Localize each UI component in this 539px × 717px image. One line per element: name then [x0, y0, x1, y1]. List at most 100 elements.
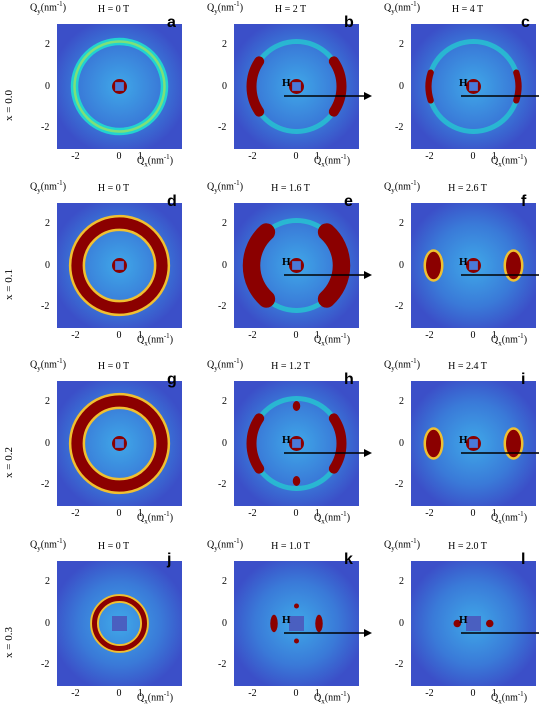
scattering-pattern [57, 561, 182, 686]
right-arc [328, 413, 347, 474]
qx-axis-label: Qx(nm-1) [491, 690, 528, 706]
panel-letter: d [167, 193, 177, 210]
scattering-pattern [57, 381, 182, 506]
y-tick-label: 0 [222, 80, 227, 92]
y-tick-label: 0 [45, 259, 50, 271]
x-tick-label: 1 [491, 151, 497, 162]
y-tick-label: 0 [45, 437, 50, 449]
qy-axis-label: Qy(nm-1) [384, 357, 421, 373]
qy-axis-label: Qy(nm-1) [30, 179, 67, 195]
qy-axis-label: Qy(nm-1) [207, 0, 244, 16]
right-arc [328, 56, 347, 117]
left-arc [246, 413, 265, 474]
row-label: x = 0.3 [3, 627, 15, 658]
bottom-spot [292, 476, 301, 486]
y-tick-label: -2 [41, 300, 50, 312]
qx-axis-label: Qx(nm-1) [491, 332, 528, 348]
x-tick-label: 1 [491, 688, 497, 699]
field-label: H = 1.0 T [271, 541, 310, 552]
bottom-spot [294, 638, 299, 644]
y-tick-label: 0 [399, 259, 404, 271]
x-tick-label: 0 [116, 508, 122, 519]
x-tick-label: 1 [137, 688, 143, 699]
field-direction-arrow [284, 448, 372, 457]
panel-letter: h [344, 371, 354, 388]
x-tick-label: 1 [137, 508, 143, 519]
x-tick-label: 0 [470, 688, 476, 699]
beam-stop [292, 82, 301, 91]
scattering-panel-f [411, 203, 536, 328]
qy-axis-label: Qy(nm-1) [30, 537, 67, 553]
left-spot [426, 251, 441, 280]
field-label: H = 0 T [97, 183, 130, 194]
y-tick-label: 0 [45, 617, 50, 629]
x-tick-label: -2 [248, 688, 257, 699]
beam-stop [292, 439, 301, 448]
right-spot [506, 429, 521, 458]
beam-stop [469, 82, 478, 91]
panel-letter: b [344, 14, 354, 31]
qy-axis-label: Qy(nm-1) [30, 357, 67, 373]
qy-axis-label: Qy(nm-1) [384, 537, 421, 553]
field-direction-arrow [461, 631, 539, 634]
qy-axis-label: Qy(nm-1) [384, 179, 421, 195]
scattering-panel-h [234, 381, 359, 506]
field-label: H = 4 T [451, 4, 484, 15]
field-arrow-label: H [282, 613, 291, 626]
scattering-ring [71, 217, 168, 314]
x-tick-label: 0 [116, 688, 122, 699]
row-label: x = 0.2 [3, 447, 15, 478]
x-tick-label: 1 [137, 151, 143, 162]
field-label: H = 0 T [97, 541, 130, 552]
x-tick-label: -2 [248, 151, 257, 162]
right-arc [513, 69, 522, 104]
right-spot [315, 614, 323, 633]
scattering-pattern [411, 203, 536, 328]
left-arc [246, 56, 265, 117]
scattering-pattern [411, 381, 536, 506]
x-tick-label: 0 [116, 151, 122, 162]
field-direction-arrow [284, 91, 372, 100]
left-spot [453, 619, 461, 628]
x-tick-label: -2 [425, 330, 434, 341]
y-tick-label: -2 [41, 121, 50, 133]
field-direction-arrow [284, 628, 372, 637]
y-tick-label: 2 [399, 396, 404, 408]
x-tick-label: -2 [248, 330, 257, 341]
field-arrow-label: H [459, 433, 468, 446]
y-tick-label: -2 [218, 658, 227, 670]
scattering-panel-k [234, 561, 359, 686]
field-label: H = 2 T [274, 4, 307, 15]
y-tick-label: -2 [41, 658, 50, 670]
panel-letter: l [521, 551, 526, 568]
y-tick-label: -2 [395, 658, 404, 670]
y-tick-label: -2 [395, 478, 404, 490]
y-tick-label: 2 [45, 576, 50, 588]
beam-stop [289, 616, 304, 631]
scattering-pattern [234, 24, 359, 149]
scattering-panel-l [411, 561, 536, 686]
field-direction-arrow [461, 273, 539, 276]
right-arc [317, 223, 351, 308]
scattering-ring [92, 596, 147, 651]
qy-axis-label: Qy(nm-1) [207, 357, 244, 373]
scattering-ring-core [73, 40, 166, 133]
x-tick-label: -2 [425, 151, 434, 162]
y-tick-label: 0 [399, 80, 404, 92]
x-tick-label: 0 [293, 151, 299, 162]
x-tick-label: 0 [470, 330, 476, 341]
left-arc [242, 223, 276, 308]
qy-axis-label: Qy(nm-1) [384, 0, 421, 16]
y-tick-label: 0 [222, 437, 227, 449]
y-tick-label: -2 [218, 478, 227, 490]
field-label: H = 0 T [97, 4, 130, 15]
y-tick-label: 0 [222, 617, 227, 629]
field-label: H = 1.2 T [271, 361, 310, 372]
scattering-panel-e [234, 203, 359, 328]
scattering-panel-d [57, 203, 182, 328]
qx-axis-label: Qx(nm-1) [491, 510, 528, 526]
right-spot [486, 619, 494, 628]
y-tick-label: 2 [45, 218, 50, 230]
beam-stop [469, 261, 478, 270]
qx-axis-label: Qx(nm-1) [314, 332, 351, 348]
